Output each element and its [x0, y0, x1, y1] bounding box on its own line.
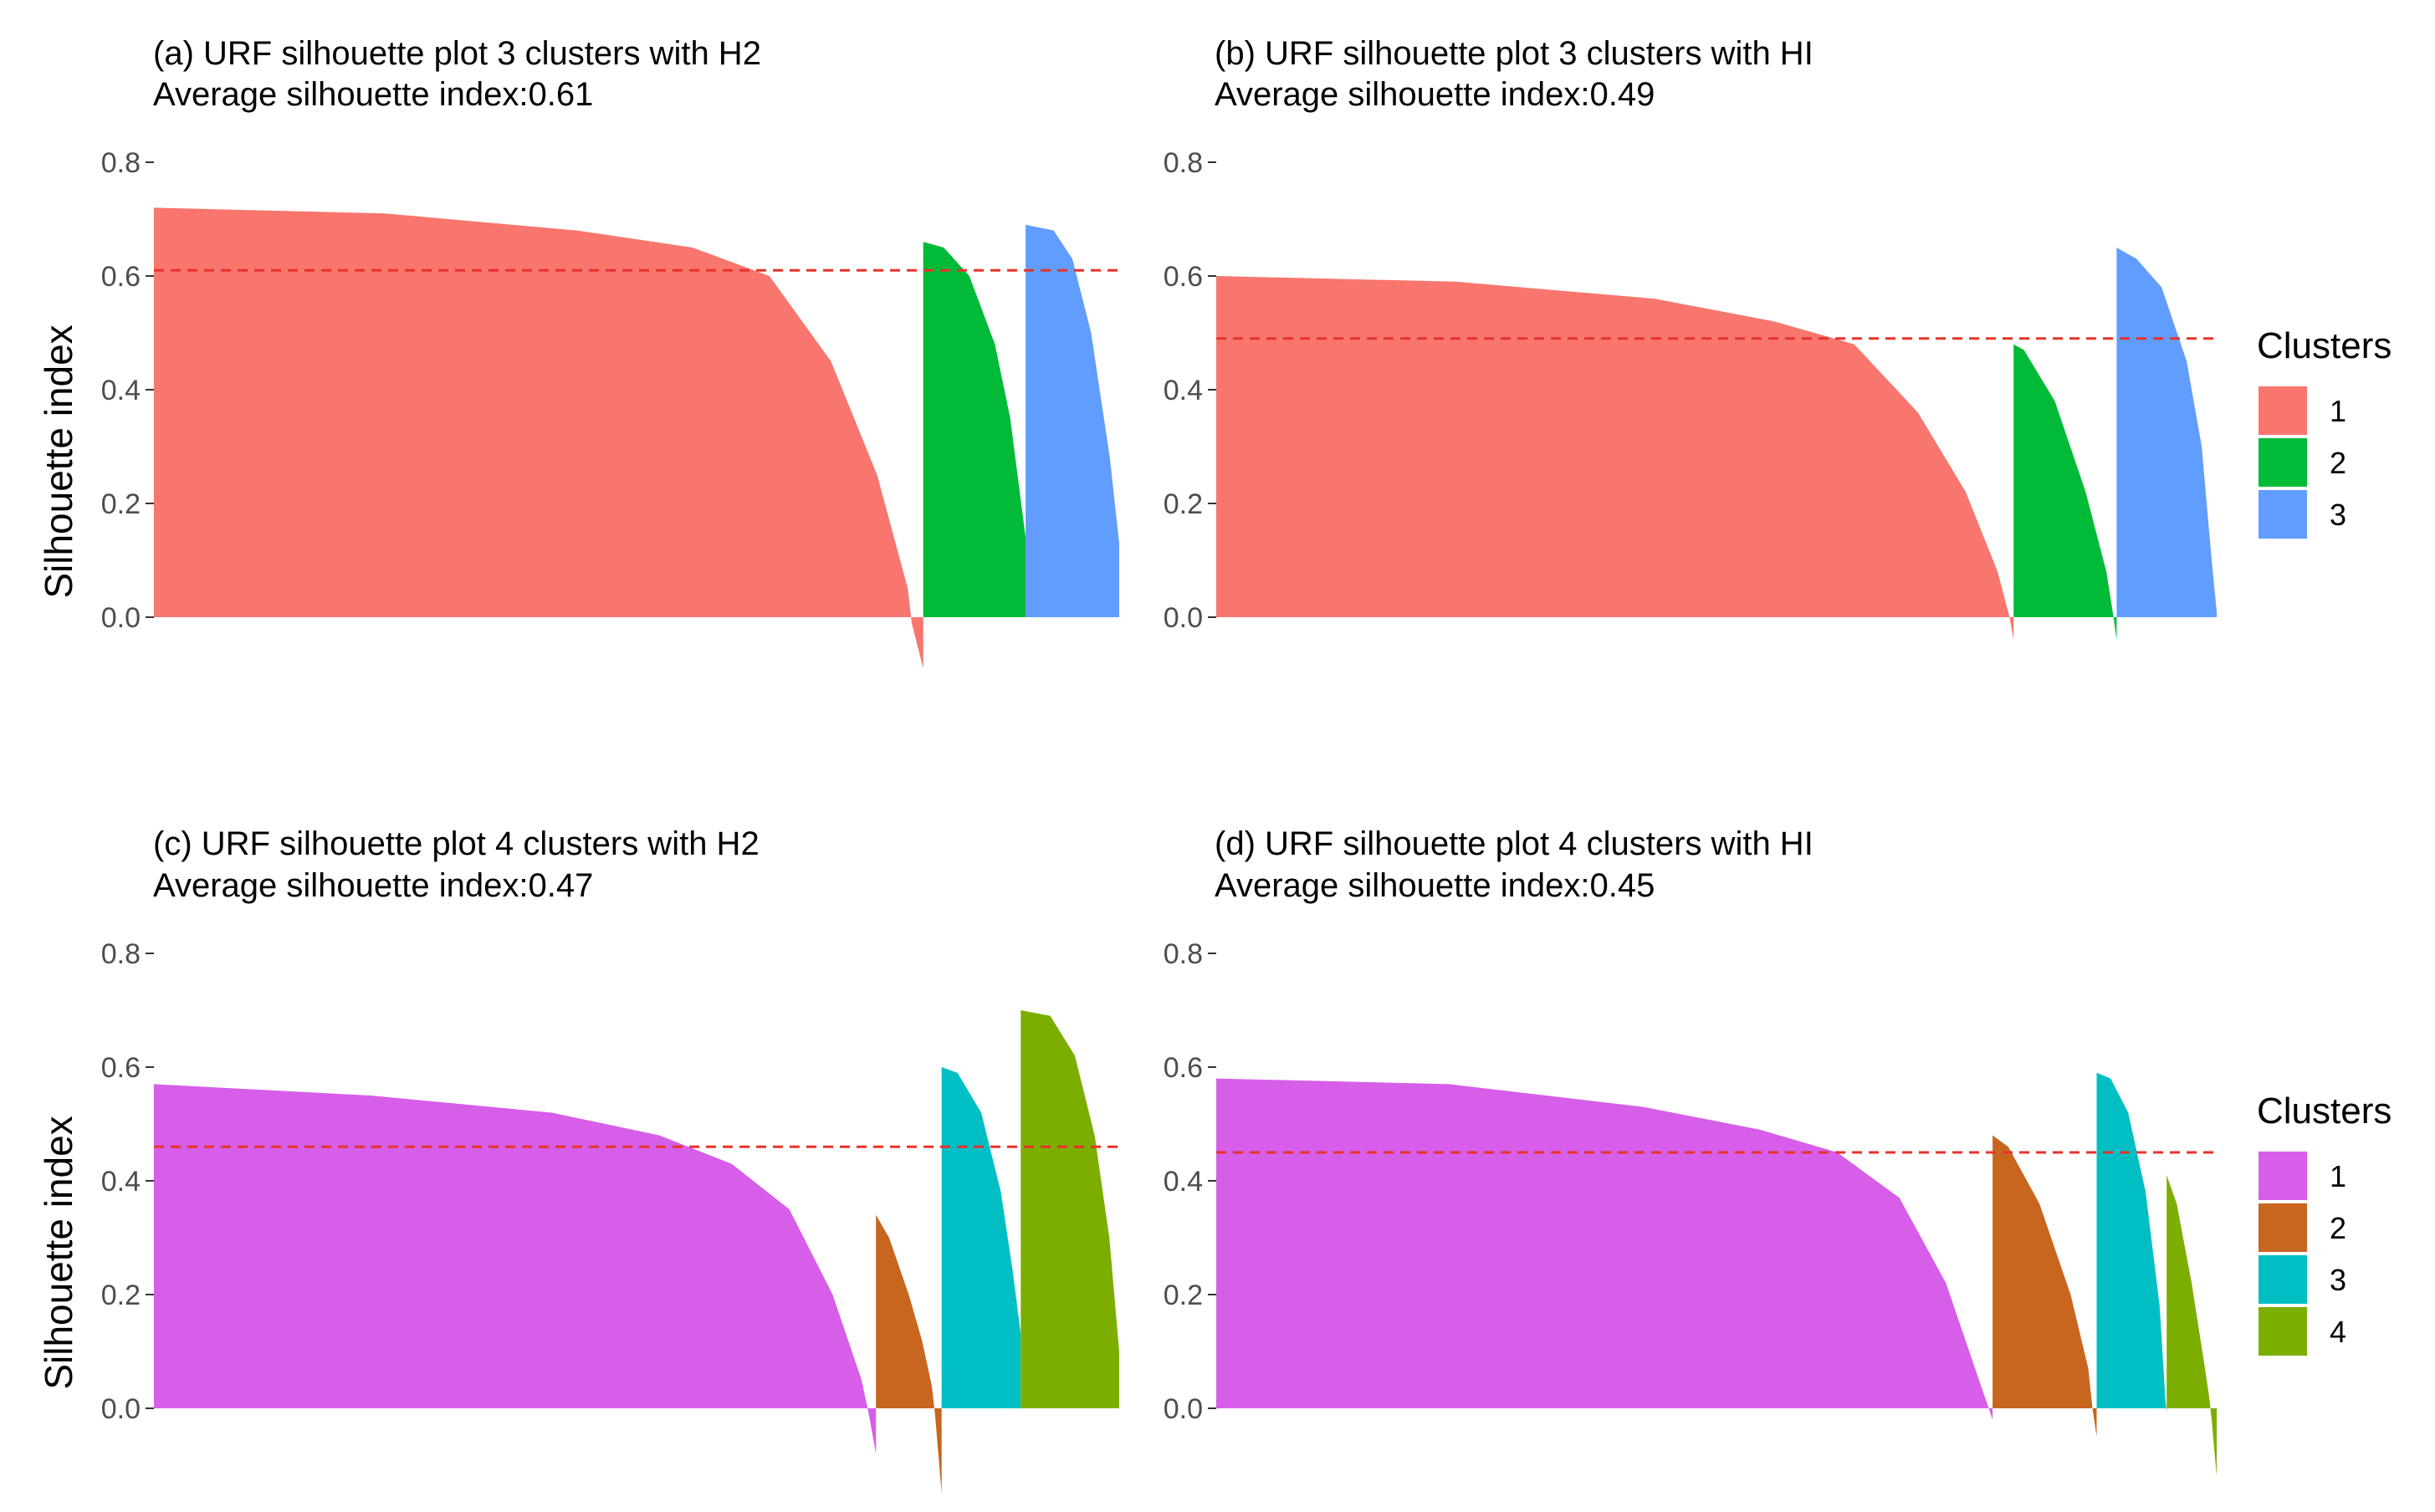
panel-d-cluster-2-area [1993, 1135, 2097, 1437]
panel-b-ytick-label: 0.0 [1164, 602, 1203, 634]
legend-bottom-key-4 [2259, 1307, 2307, 1356]
panel-b-plot [1216, 248, 2217, 641]
legend-bottom: Clusters 1 2 3 4 [2257, 1091, 2392, 1356]
panel-c-ytick-label: 0.2 [101, 1280, 141, 1311]
legend-top-key-3 [2259, 490, 2307, 539]
panel-d-cluster-1-area [1216, 1078, 1993, 1420]
panel-b-cluster-1-area [1216, 276, 2014, 641]
panel-a-subtitle: Average silhouette index:0.61 [153, 76, 593, 113]
legend-bottom-title: Clusters [2257, 1091, 2392, 1131]
legend-top-label-3: 3 [2330, 498, 2346, 532]
panel-c-cluster-2-area [876, 1214, 942, 1494]
panel-c-ytick-label: 0.0 [101, 1393, 141, 1425]
panel-b-ytick-label: 0.8 [1164, 147, 1203, 179]
legend-bottom-key-3 [2259, 1255, 2307, 1304]
legend-bottom-label-3: 3 [2330, 1263, 2346, 1297]
panel-a-cluster-3-area [1026, 224, 1119, 617]
panel-b-yaxis: 0.0 0.2 0.4 0.6 0.8 [1164, 147, 1216, 634]
legend-top-label-2: 2 [2330, 446, 2346, 480]
panel-b-subtitle: Average silhouette index:0.49 [1215, 76, 1655, 113]
panel-c-ylabel: Silhouette index [37, 1116, 80, 1389]
panel-c-plot [154, 1010, 1119, 1494]
legend-top-title: Clusters [2257, 325, 2392, 366]
panel-c-cluster-3-area [941, 1067, 1021, 1408]
panel-a-yaxis: 0.0 0.2 0.4 0.6 0.8 [101, 147, 154, 634]
panel-a-title: (a) URF silhouette plot 3 clusters with … [153, 35, 761, 72]
panel-a-ytick-label: 0.4 [101, 375, 141, 406]
legend-top: Clusters 1 2 3 [2257, 325, 2392, 539]
panel-a-cluster-1-area [154, 207, 923, 669]
panel-a-ytick-label: 0.2 [101, 488, 141, 520]
panel-a-ytick-label: 0.8 [101, 147, 141, 179]
panel-b-ytick-label: 0.4 [1164, 375, 1203, 406]
panel-c-title: (c) URF silhouette plot 4 clusters with … [153, 825, 760, 862]
panel-c-yaxis: 0.0 0.2 0.4 0.6 0.8 [101, 938, 154, 1425]
panel-d-ytick-label: 0.6 [1164, 1052, 1203, 1084]
panel-d: (d) URF silhouette plot 4 clusters with … [1164, 825, 2217, 1477]
panel-d-yaxis: 0.0 0.2 0.4 0.6 0.8 [1164, 938, 1216, 1425]
panel-a: (a) URF silhouette plot 3 clusters with … [37, 35, 1119, 669]
panel-a-ylabel: Silhouette index [37, 324, 80, 598]
panel-d-ytick-label: 0.0 [1164, 1393, 1203, 1425]
legend-bottom-label-2: 2 [2330, 1211, 2346, 1245]
panel-d-plot [1216, 1072, 2217, 1477]
panel-a-plot [154, 207, 1119, 669]
legend-top-label-1: 1 [2330, 394, 2346, 428]
panel-b: (b) URF silhouette plot 3 clusters with … [1164, 35, 2217, 641]
panel-c: (c) URF silhouette plot 4 clusters with … [37, 825, 1119, 1494]
panel-d-title: (d) URF silhouette plot 4 clusters with … [1215, 825, 1813, 862]
panel-a-cluster-2-area [923, 242, 1026, 617]
panel-c-cluster-1-area [154, 1084, 877, 1454]
legend-top-key-2 [2259, 438, 2307, 487]
panel-b-cluster-3-area [2116, 248, 2217, 617]
panel-d-cluster-4-area [2166, 1175, 2217, 1477]
panel-b-ytick-label: 0.6 [1164, 261, 1203, 293]
legend-bottom-key-1 [2259, 1152, 2307, 1200]
panel-b-title: (b) URF silhouette plot 3 clusters with … [1215, 35, 1813, 72]
panel-a-ytick-label: 0.0 [101, 602, 141, 634]
panel-c-subtitle: Average silhouette index:0.47 [153, 867, 593, 904]
legend-top-key-1 [2259, 386, 2307, 435]
panel-b-ytick-label: 0.2 [1164, 488, 1203, 520]
panel-d-subtitle: Average silhouette index:0.45 [1215, 867, 1655, 904]
legend-bottom-key-2 [2259, 1203, 2307, 1252]
panel-c-cluster-4-area [1021, 1010, 1119, 1408]
panel-d-ytick-label: 0.4 [1164, 1166, 1203, 1198]
panel-c-ytick-label: 0.8 [101, 938, 141, 970]
legend-bottom-label-1: 1 [2330, 1159, 2346, 1193]
panel-a-ytick-label: 0.6 [101, 261, 141, 293]
panel-d-cluster-3-area [2096, 1072, 2167, 1414]
panel-d-ytick-label: 0.2 [1164, 1280, 1203, 1311]
panel-b-cluster-2-area [2013, 344, 2117, 641]
legend-bottom-label-4: 4 [2330, 1315, 2346, 1349]
panel-c-ytick-label: 0.4 [101, 1166, 141, 1198]
panel-c-ytick-label: 0.6 [101, 1052, 141, 1084]
panel-d-ytick-label: 0.8 [1164, 938, 1203, 970]
